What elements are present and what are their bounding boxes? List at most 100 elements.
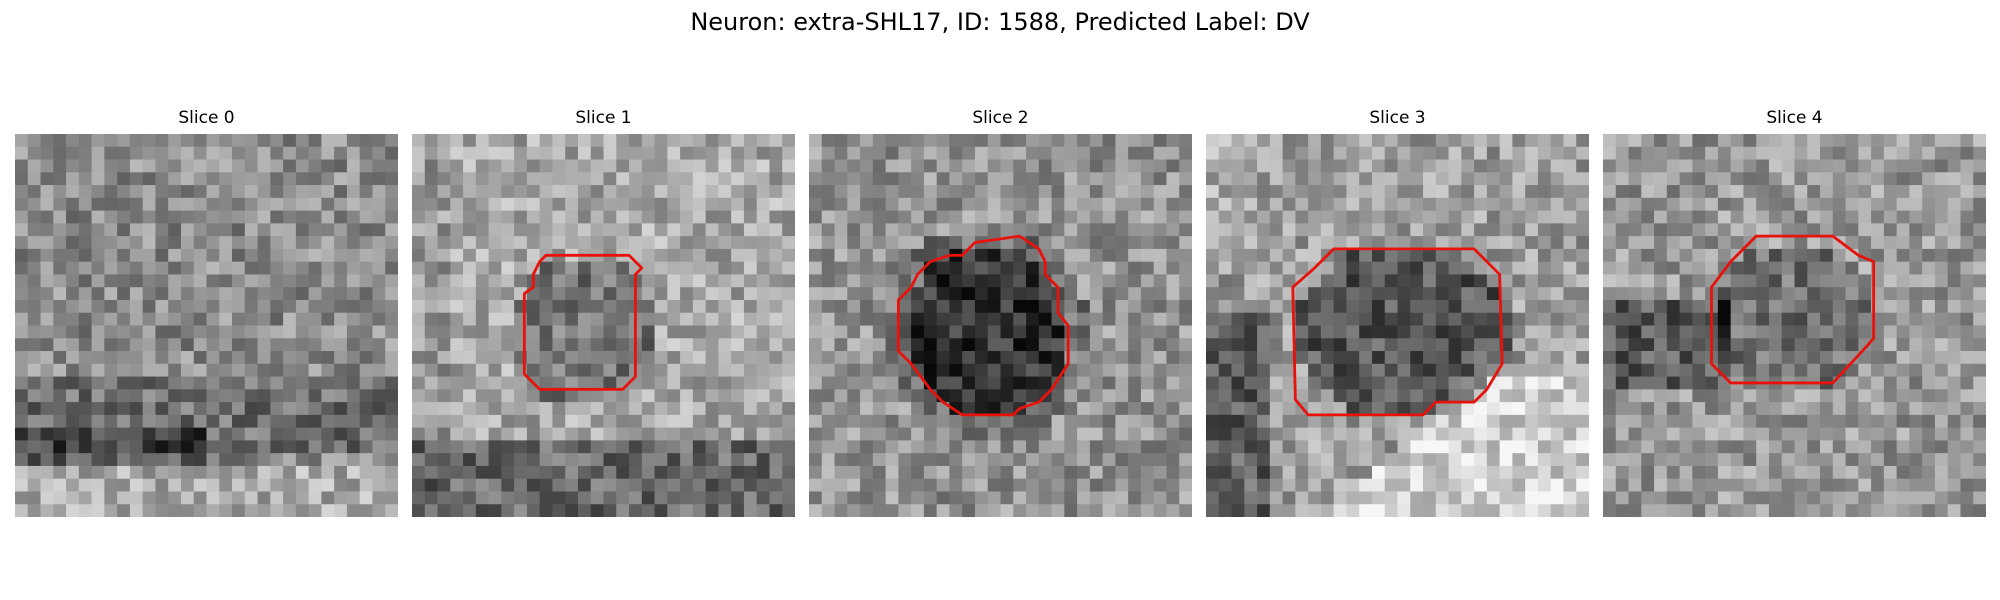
pixel	[1654, 134, 1668, 148]
pixel	[27, 389, 41, 403]
pixel	[1934, 465, 1949, 480]
pixel	[1231, 414, 1245, 429]
pixel	[1692, 478, 1706, 492]
pixel	[1909, 261, 1923, 275]
pixel	[1423, 312, 1437, 326]
pixel	[463, 261, 477, 275]
pixel	[1845, 223, 1859, 237]
pixel	[372, 299, 386, 314]
pixel	[1486, 427, 1501, 441]
pixel	[1282, 338, 1296, 352]
pixel	[692, 414, 707, 429]
pixel	[155, 478, 169, 492]
pixel	[1794, 465, 1808, 480]
pixel	[1550, 363, 1564, 377]
pixel	[1845, 287, 1859, 301]
pixel	[15, 223, 29, 237]
pixel	[1807, 223, 1821, 237]
pixel	[346, 185, 361, 199]
pixel	[1295, 197, 1309, 211]
pixel	[1679, 478, 1693, 492]
pixel	[692, 197, 707, 211]
pixel	[743, 414, 758, 429]
pixel	[1486, 504, 1501, 517]
pixel	[936, 146, 950, 160]
pixel	[782, 210, 795, 224]
pixel	[860, 402, 874, 416]
pixel	[1206, 465, 1220, 480]
pixel	[1550, 427, 1564, 441]
pixel	[359, 491, 373, 505]
pixel	[1153, 414, 1167, 429]
pixel	[603, 236, 617, 250]
pixel	[834, 236, 848, 250]
pixel	[270, 427, 284, 441]
pixel	[1333, 440, 1347, 454]
pixel	[129, 223, 144, 237]
pixel	[680, 134, 694, 148]
pixel	[244, 287, 258, 301]
pixel	[1499, 427, 1513, 441]
pixel	[359, 287, 373, 301]
pixel	[898, 223, 912, 237]
pixel	[1603, 440, 1617, 454]
pixel	[577, 465, 592, 480]
pixel	[552, 338, 566, 352]
pixel	[936, 363, 950, 377]
pixel	[91, 465, 105, 480]
pixel	[1807, 248, 1821, 263]
pixel	[590, 185, 604, 199]
pixel	[1371, 274, 1386, 288]
pixel	[1947, 223, 1961, 237]
pixel	[308, 504, 322, 517]
pixel	[1512, 134, 1526, 148]
pixel	[1308, 299, 1322, 314]
pixel	[463, 325, 477, 339]
pixel	[603, 338, 617, 352]
pixel	[949, 363, 963, 377]
pixel	[769, 427, 783, 441]
pixel	[1820, 453, 1834, 467]
pixel	[1295, 351, 1309, 365]
pixel	[565, 351, 579, 365]
pixel	[834, 172, 848, 186]
pixel	[91, 134, 105, 148]
pixel	[1206, 338, 1220, 352]
pixel	[1346, 287, 1360, 301]
pixel	[1000, 312, 1014, 326]
pixel	[756, 351, 770, 365]
pixel	[590, 440, 604, 454]
pixel	[232, 363, 246, 377]
pixel	[692, 325, 707, 339]
pixel	[1179, 376, 1192, 390]
pixel	[424, 402, 438, 416]
pixel	[1512, 389, 1526, 403]
pixel	[1845, 236, 1859, 250]
pixel	[1922, 146, 1936, 160]
pixel	[1537, 134, 1552, 148]
pixel	[1089, 376, 1104, 390]
pixel	[629, 478, 643, 492]
pixel	[1781, 389, 1795, 403]
pixel	[1346, 236, 1360, 250]
pixel	[1654, 402, 1668, 416]
pixel	[590, 504, 604, 517]
pixel	[1320, 146, 1335, 160]
pixel	[308, 325, 322, 339]
pixel	[809, 465, 823, 480]
pixel	[1883, 274, 1898, 288]
pixel	[1231, 376, 1245, 390]
pixel	[987, 312, 1001, 326]
pixel	[27, 185, 41, 199]
pixel	[1615, 504, 1629, 517]
pixel	[1218, 185, 1232, 199]
pixel	[782, 197, 795, 211]
pixel	[1909, 465, 1923, 480]
pixel	[1231, 465, 1245, 480]
pixel	[1282, 453, 1296, 467]
pixel	[1947, 453, 1961, 467]
pixel	[1026, 491, 1040, 505]
pixel	[180, 325, 195, 339]
pixel	[1781, 261, 1795, 275]
pixel	[1641, 159, 1655, 173]
